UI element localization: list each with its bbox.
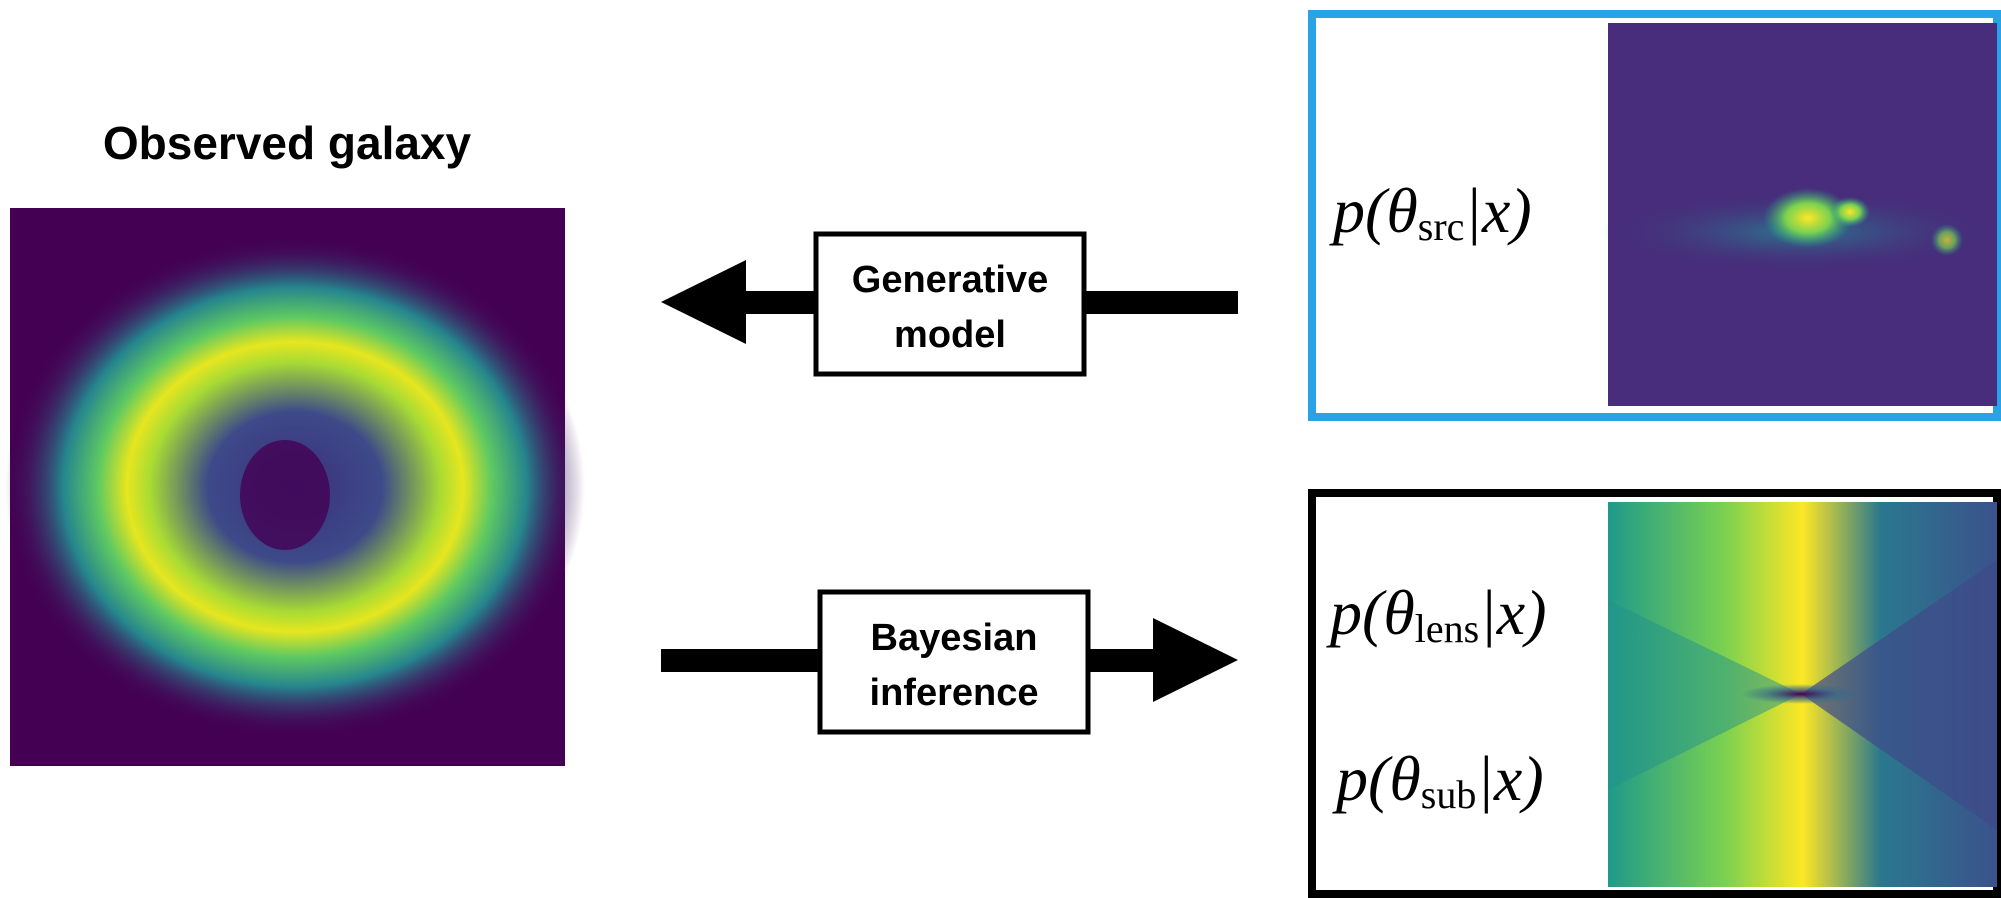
source-blob: [1830, 197, 1870, 227]
formula-lead: p(θ: [1326, 577, 1415, 648]
lens-center: [1741, 684, 1861, 704]
arrow-label: model: [894, 314, 1006, 356]
formula-tail: |x): [1464, 175, 1531, 246]
title: Observed galaxy: [103, 117, 472, 169]
formula-lead: p(θ: [1332, 743, 1421, 814]
page: Observed galaxy Generative model Bayesia…: [0, 0, 2001, 898]
formula-lead: p(θ: [1329, 175, 1418, 246]
galaxy-center: [240, 440, 330, 550]
figure: Observed galaxy Generative model Bayesia…: [0, 0, 2001, 898]
formula-sub: lens: [1415, 606, 1479, 651]
arrow-label: Bayesian: [871, 617, 1038, 659]
arrow-label: inference: [870, 672, 1039, 714]
arrow-head: [1153, 618, 1238, 702]
arrow-label: Generative: [852, 259, 1048, 301]
formula-tail: |x): [1476, 743, 1543, 814]
source-blob: [1931, 224, 1963, 256]
formula-sub: sub: [1421, 772, 1477, 817]
formula-tail: |x): [1479, 577, 1546, 648]
formula-sub: src: [1418, 204, 1465, 249]
arrow-head: [661, 260, 746, 344]
